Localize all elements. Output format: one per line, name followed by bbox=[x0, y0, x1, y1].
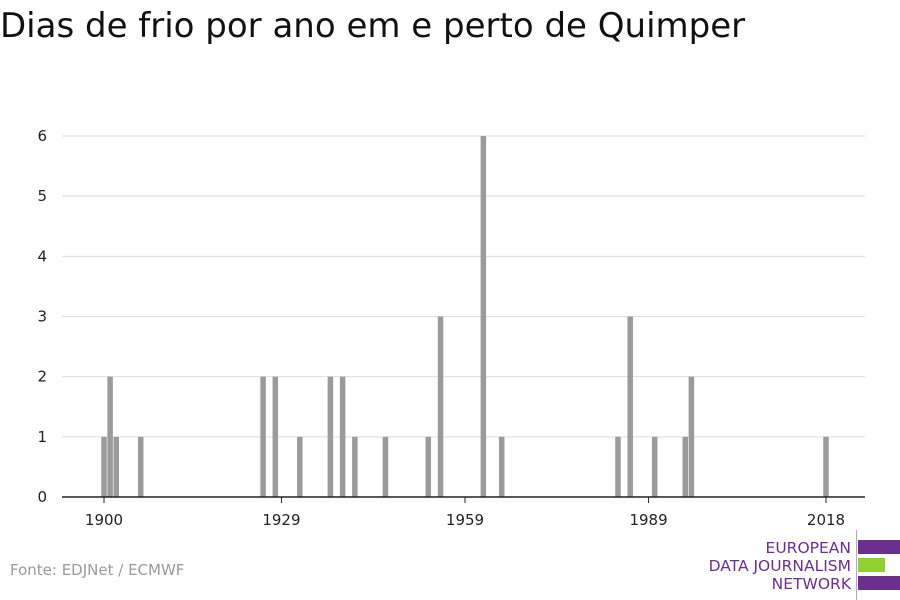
x-tick-label: 2018 bbox=[807, 511, 845, 529]
y-tick-label: 0 bbox=[37, 488, 47, 506]
bar bbox=[101, 436, 107, 497]
source-note: Fonte: EDJNet / ECMWF bbox=[10, 561, 185, 579]
bar bbox=[272, 376, 279, 497]
bar bbox=[480, 136, 487, 497]
bar bbox=[339, 376, 346, 497]
y-tick-label: 6 bbox=[37, 127, 47, 145]
chart-title: Dias de frio por ano em e perto de Quimp… bbox=[0, 6, 746, 46]
bar bbox=[682, 436, 689, 497]
logo-text-line-3: NETWORK bbox=[771, 575, 851, 593]
x-tick-label: 1900 bbox=[85, 511, 123, 529]
y-tick-label: 3 bbox=[37, 308, 47, 326]
bar bbox=[823, 436, 829, 497]
bar bbox=[437, 316, 444, 497]
bar bbox=[498, 436, 505, 497]
y-tick-label: 1 bbox=[37, 428, 47, 446]
y-tick-label: 2 bbox=[37, 368, 47, 386]
x-tick-label: 1959 bbox=[446, 511, 484, 529]
logo-text-line-2: DATA JOURNALISM bbox=[708, 557, 851, 575]
bar bbox=[651, 436, 658, 497]
x-tick-label: 1989 bbox=[629, 511, 667, 529]
bar bbox=[615, 436, 621, 497]
bar bbox=[260, 376, 266, 497]
bar bbox=[627, 316, 633, 497]
y-tick-label: 5 bbox=[37, 187, 47, 205]
bar bbox=[352, 436, 358, 497]
bar bbox=[137, 436, 144, 497]
y-tick-label: 4 bbox=[37, 247, 47, 265]
logo-bar-top bbox=[858, 540, 900, 554]
bar bbox=[113, 436, 119, 497]
logo-bar-bottom bbox=[858, 576, 900, 590]
logo-text-line-1: EUROPEAN bbox=[765, 539, 851, 557]
bar bbox=[688, 376, 695, 497]
bar bbox=[382, 436, 389, 497]
edjnet-logo: EUROPEAN DATA JOURNALISM NETWORK bbox=[700, 530, 900, 600]
x-tick-label: 1929 bbox=[262, 511, 300, 529]
bar bbox=[425, 436, 432, 497]
logo-bar-middle bbox=[858, 558, 885, 572]
bar bbox=[107, 376, 113, 497]
bar bbox=[327, 376, 334, 497]
bar bbox=[297, 436, 303, 497]
logo-divider bbox=[856, 530, 857, 600]
